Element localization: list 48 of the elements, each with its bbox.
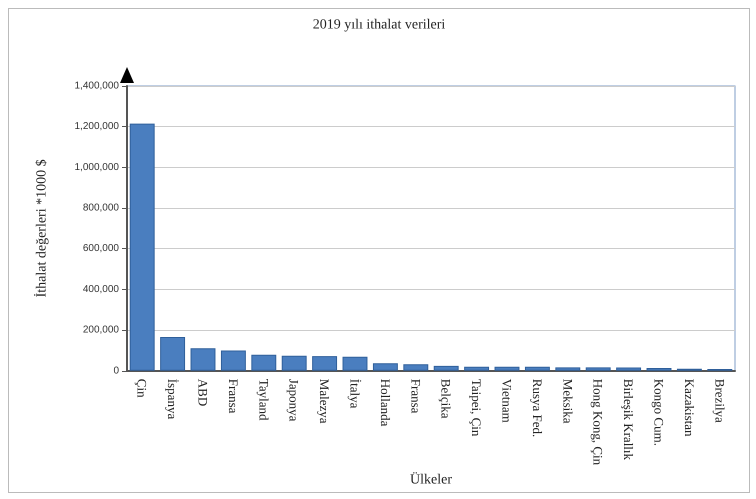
x-tick-label: Japonya (286, 378, 302, 422)
bar (160, 337, 186, 371)
bar (555, 367, 580, 371)
bar (586, 367, 611, 371)
x-axis-title: Ülkeler (410, 472, 452, 488)
bar (342, 356, 368, 371)
y-tick-label: 1,200,000 (74, 121, 120, 132)
x-tick-label: İtalya (348, 378, 362, 409)
bar (190, 348, 216, 371)
x-tick-label: ABD (196, 378, 210, 406)
x-tick-label: Hong Kong, Çin (590, 378, 606, 466)
bar (494, 366, 520, 371)
y-tick-label: 400,000 (82, 284, 120, 295)
x-tick-label: Birleşik Krallık (621, 378, 636, 461)
y-tick-label: 800,000 (82, 202, 120, 214)
x-tick-label: Brezilya (712, 378, 728, 424)
bar (372, 363, 398, 371)
bar (464, 366, 490, 371)
x-tick-label: Meksika (560, 378, 576, 424)
x-tick-label: Kazakistan (682, 378, 697, 438)
bar (434, 366, 459, 371)
y-tick-label: 0 (113, 365, 120, 376)
bar (130, 124, 155, 371)
bar (220, 350, 246, 371)
x-tick-label: Hollanda (378, 378, 393, 427)
x-tick-label: İspanya (165, 378, 180, 420)
x-tick-label: Fransa (226, 378, 241, 414)
bar (251, 354, 276, 371)
bar (403, 364, 428, 371)
x-tick-label: Çin (134, 378, 150, 398)
bar (312, 356, 338, 371)
y-tick-label: 1,400,000 (74, 80, 120, 92)
y-tick-label: 1,000,000 (74, 162, 120, 173)
chart-title: 2019 yılı ithalat verileri (312, 18, 446, 32)
x-tick-label: Malezya (317, 378, 332, 424)
x-tick-label: Kongo Cum. (652, 378, 666, 446)
x-tick-label: Taipei, Çin (469, 378, 484, 437)
x-tick-label: Rusya Fed. (530, 378, 545, 438)
bar (524, 366, 550, 371)
y-tick-label: 200,000 (82, 324, 120, 336)
y-tick-label: 600,000 (82, 243, 120, 254)
x-tick-label: Tayland (256, 378, 272, 421)
x-tick-label: Vietnam (500, 378, 514, 423)
bar (282, 356, 307, 371)
x-tick-label: Belçika (438, 378, 454, 419)
y-axis-title: İthalat değerleri *1000 $ (34, 159, 50, 298)
x-tick-label: Fransa (408, 378, 424, 414)
bar (616, 368, 642, 371)
